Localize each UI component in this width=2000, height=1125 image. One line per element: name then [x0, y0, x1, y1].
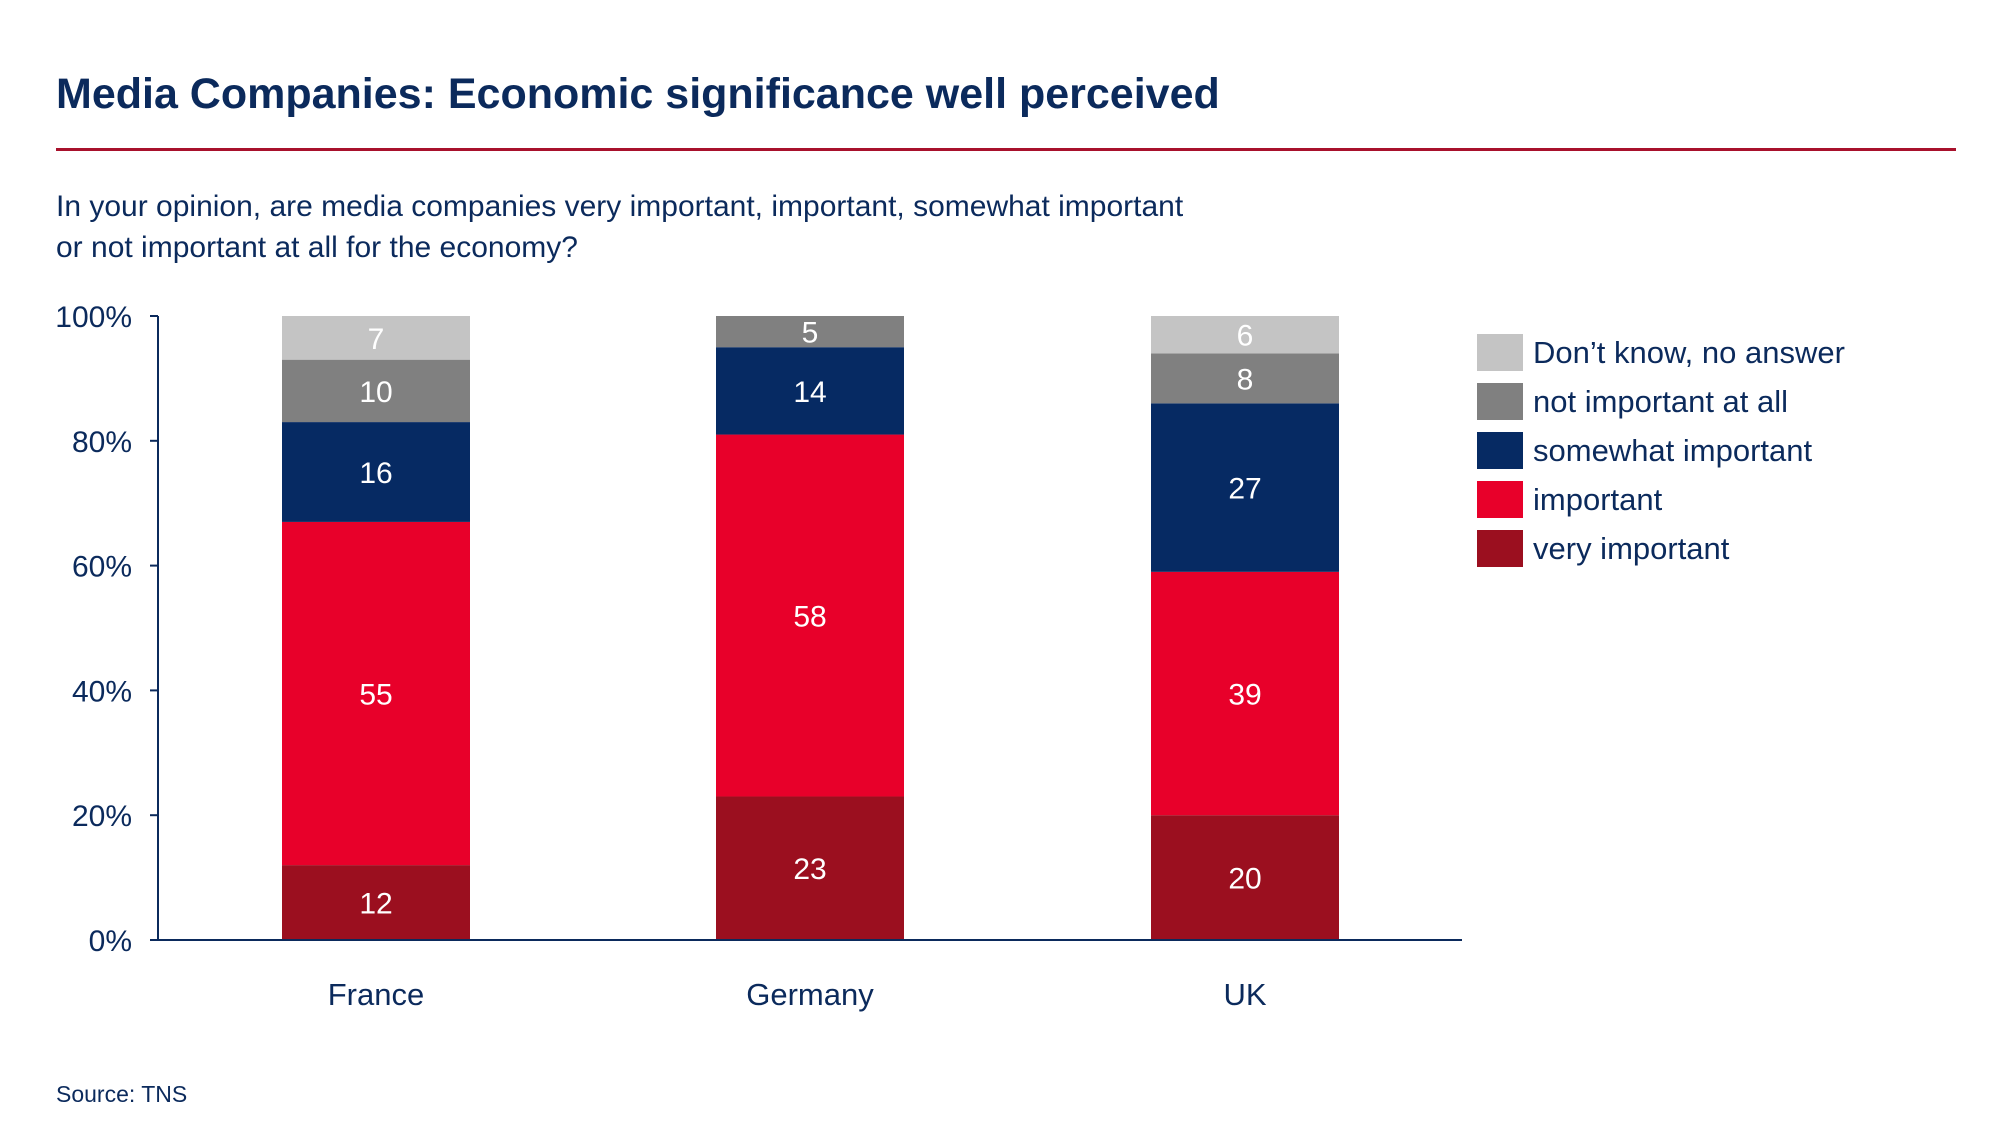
- x-tick-label-france: France: [328, 977, 424, 1012]
- source-note: Source: TNS: [56, 1081, 188, 1107]
- bars-layer: [282, 316, 1339, 940]
- data-labels-layer: 12 55 16 10 7 23 58 14 5 20 39 27 8 6: [359, 317, 1261, 921]
- legend-swatch: [1477, 481, 1523, 518]
- x-tick-label-germany: Germany: [746, 977, 874, 1012]
- bar-france-somewhat-important: [282, 422, 470, 522]
- bar-uk-not-important-at-all: [1151, 353, 1339, 404]
- data-label-germany-somewhat-important: 14: [793, 376, 826, 409]
- legend-swatch: [1477, 530, 1523, 567]
- y-tick-label-2: 40%: [72, 675, 132, 708]
- legend-swatch: [1477, 432, 1523, 469]
- legend: Don’t know, no answer not important at al…: [1477, 328, 1845, 573]
- bar-uk-don-t-know-no-answer: [1151, 316, 1339, 354]
- legend-label: important: [1533, 481, 1663, 517]
- legend-swatch: [1477, 383, 1523, 420]
- legend-item-important: important: [1477, 475, 1845, 524]
- x-tick-label-uk: UK: [1223, 977, 1266, 1012]
- data-label-uk-very-important: 20: [1228, 863, 1261, 896]
- survey-question: In your opinion, are media companies ver…: [56, 186, 1556, 268]
- y-tick-label-1: 20%: [72, 800, 132, 833]
- bar-uk-somewhat-important: [1151, 403, 1339, 572]
- bar-france-important: [282, 521, 470, 866]
- y-tick-label-3: 60%: [72, 551, 132, 584]
- bar-uk-important: [1151, 571, 1339, 816]
- data-label-france-somewhat-important: 16: [359, 457, 392, 490]
- data-label-france-very-important: 12: [359, 888, 392, 921]
- legend-label: somewhat important: [1533, 432, 1813, 468]
- survey-question-line-1: In your opinion, are media companies ver…: [56, 190, 1184, 223]
- legend-swatch: [1477, 334, 1523, 371]
- y-tick-label-0: 0%: [89, 925, 132, 958]
- bar-france-don-t-know-no-answer: [282, 316, 470, 360]
- data-label-germany-important: 58: [793, 601, 826, 634]
- y-tick-label-5: 100%: [55, 301, 132, 334]
- data-label-france-don-t-know-no-answer: 7: [368, 323, 385, 356]
- data-label-uk-don-t-know-no-answer: 6: [1237, 320, 1254, 353]
- bar-uk-very-important: [1151, 815, 1339, 940]
- data-label-uk-important: 39: [1228, 679, 1261, 712]
- data-label-france-not-important-at-all: 10: [359, 376, 392, 409]
- bar-germany-somewhat-important: [716, 347, 904, 435]
- survey-question-line-2: or not important at all for the economy?: [56, 231, 578, 264]
- bar-france-very-important: [282, 865, 470, 940]
- bar-germany-not-important-at-all: [716, 316, 904, 348]
- legend-item-don-t-know-no-answer: Don’t know, no answer: [1477, 328, 1845, 377]
- legend-label: Don’t know, no answer: [1533, 334, 1845, 370]
- legend-item-not-important-at-all: not important at all: [1477, 377, 1845, 426]
- legend-item-very-important: very important: [1477, 524, 1845, 573]
- legend-label: not important at all: [1533, 383, 1789, 419]
- data-label-germany-very-important: 23: [793, 853, 826, 886]
- legend-label: very important: [1533, 530, 1730, 566]
- data-label-france-important: 55: [359, 679, 392, 712]
- data-label-uk-somewhat-important: 27: [1228, 473, 1261, 506]
- legend-item-somewhat-important: somewhat important: [1477, 426, 1845, 475]
- bar-germany-very-important: [716, 796, 904, 940]
- data-label-germany-not-important-at-all: 5: [802, 317, 819, 350]
- title-divider: [56, 148, 1956, 151]
- bar-france-not-important-at-all: [282, 359, 470, 423]
- axes-layer: France Germany UK 0% 20% 40% 60% 80% 100%: [55, 301, 1462, 1012]
- bar-germany-important: [716, 434, 904, 797]
- data-label-uk-not-important-at-all: 8: [1237, 363, 1254, 396]
- slide-title: Media Companies: Economic significance w…: [56, 70, 1220, 118]
- y-tick-label-4: 80%: [72, 426, 132, 459]
